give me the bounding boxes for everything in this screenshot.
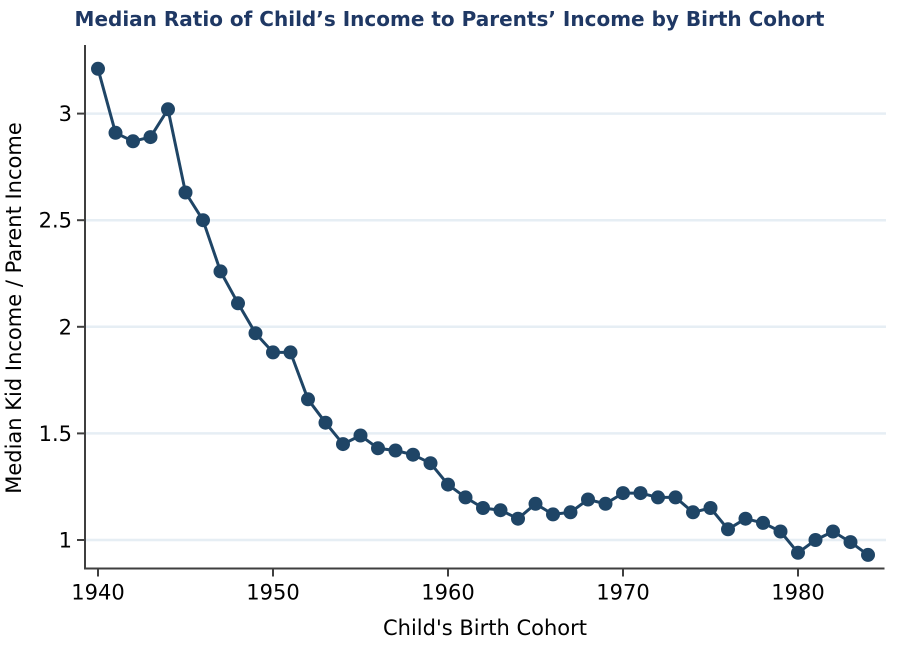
data-point bbox=[248, 326, 263, 341]
data-point bbox=[161, 102, 175, 117]
data-point bbox=[178, 185, 193, 200]
data-point bbox=[266, 345, 280, 360]
data-point bbox=[493, 503, 508, 518]
y-tick-label: 1.5 bbox=[39, 422, 72, 446]
data-point bbox=[108, 125, 123, 140]
data-point bbox=[528, 496, 543, 511]
data-point bbox=[563, 505, 578, 520]
data-point bbox=[651, 490, 665, 505]
data-point bbox=[791, 545, 805, 560]
data-point bbox=[703, 501, 718, 515]
data-point bbox=[808, 533, 823, 547]
data-point bbox=[441, 477, 455, 492]
data-point bbox=[91, 61, 105, 76]
data-point bbox=[686, 505, 700, 520]
x-tick-label: 1950 bbox=[246, 581, 299, 605]
data-point bbox=[598, 496, 613, 511]
data-point bbox=[476, 501, 490, 515]
data-point bbox=[581, 492, 595, 507]
data-point bbox=[388, 443, 403, 458]
data-point bbox=[318, 415, 333, 430]
data-point bbox=[546, 507, 560, 522]
data-point bbox=[336, 437, 350, 452]
data-point bbox=[423, 456, 438, 471]
x-tick-label: 1940 bbox=[71, 581, 124, 605]
data-point bbox=[633, 486, 648, 501]
y-tick-label: 1 bbox=[59, 529, 72, 553]
y-tick-label: 2.5 bbox=[39, 209, 72, 233]
data-point bbox=[458, 490, 473, 505]
series-line bbox=[96, 67, 870, 557]
data-point bbox=[406, 447, 420, 462]
data-point bbox=[231, 296, 245, 311]
x-tick-label: 1980 bbox=[771, 581, 824, 605]
x-tick-label: 1960 bbox=[421, 581, 474, 605]
data-point bbox=[213, 264, 228, 279]
data-point bbox=[843, 535, 858, 550]
data-point bbox=[371, 441, 385, 456]
y-axis-title: Median Kid Income / Parent Income bbox=[2, 122, 26, 494]
x-axis-title: Child's Birth Cohort bbox=[383, 616, 587, 640]
data-point bbox=[143, 130, 158, 145]
data-point bbox=[773, 524, 788, 539]
data-point bbox=[721, 522, 735, 537]
data-point bbox=[353, 428, 368, 443]
data-point bbox=[826, 524, 840, 539]
data-point bbox=[511, 511, 525, 526]
y-tick-label: 2 bbox=[59, 315, 72, 339]
x-tick-label: 1970 bbox=[596, 581, 649, 605]
data-point bbox=[283, 345, 298, 360]
chart-title: Median Ratio of Child’s Income to Parent… bbox=[74, 7, 825, 31]
data-point bbox=[756, 515, 770, 530]
data-point bbox=[668, 490, 683, 505]
data-point bbox=[861, 547, 875, 562]
y-tick-label: 3 bbox=[59, 102, 72, 126]
data-point bbox=[301, 392, 315, 407]
data-point bbox=[616, 486, 630, 501]
data-point bbox=[126, 134, 140, 149]
data-point bbox=[738, 511, 753, 526]
data-point bbox=[196, 213, 210, 228]
